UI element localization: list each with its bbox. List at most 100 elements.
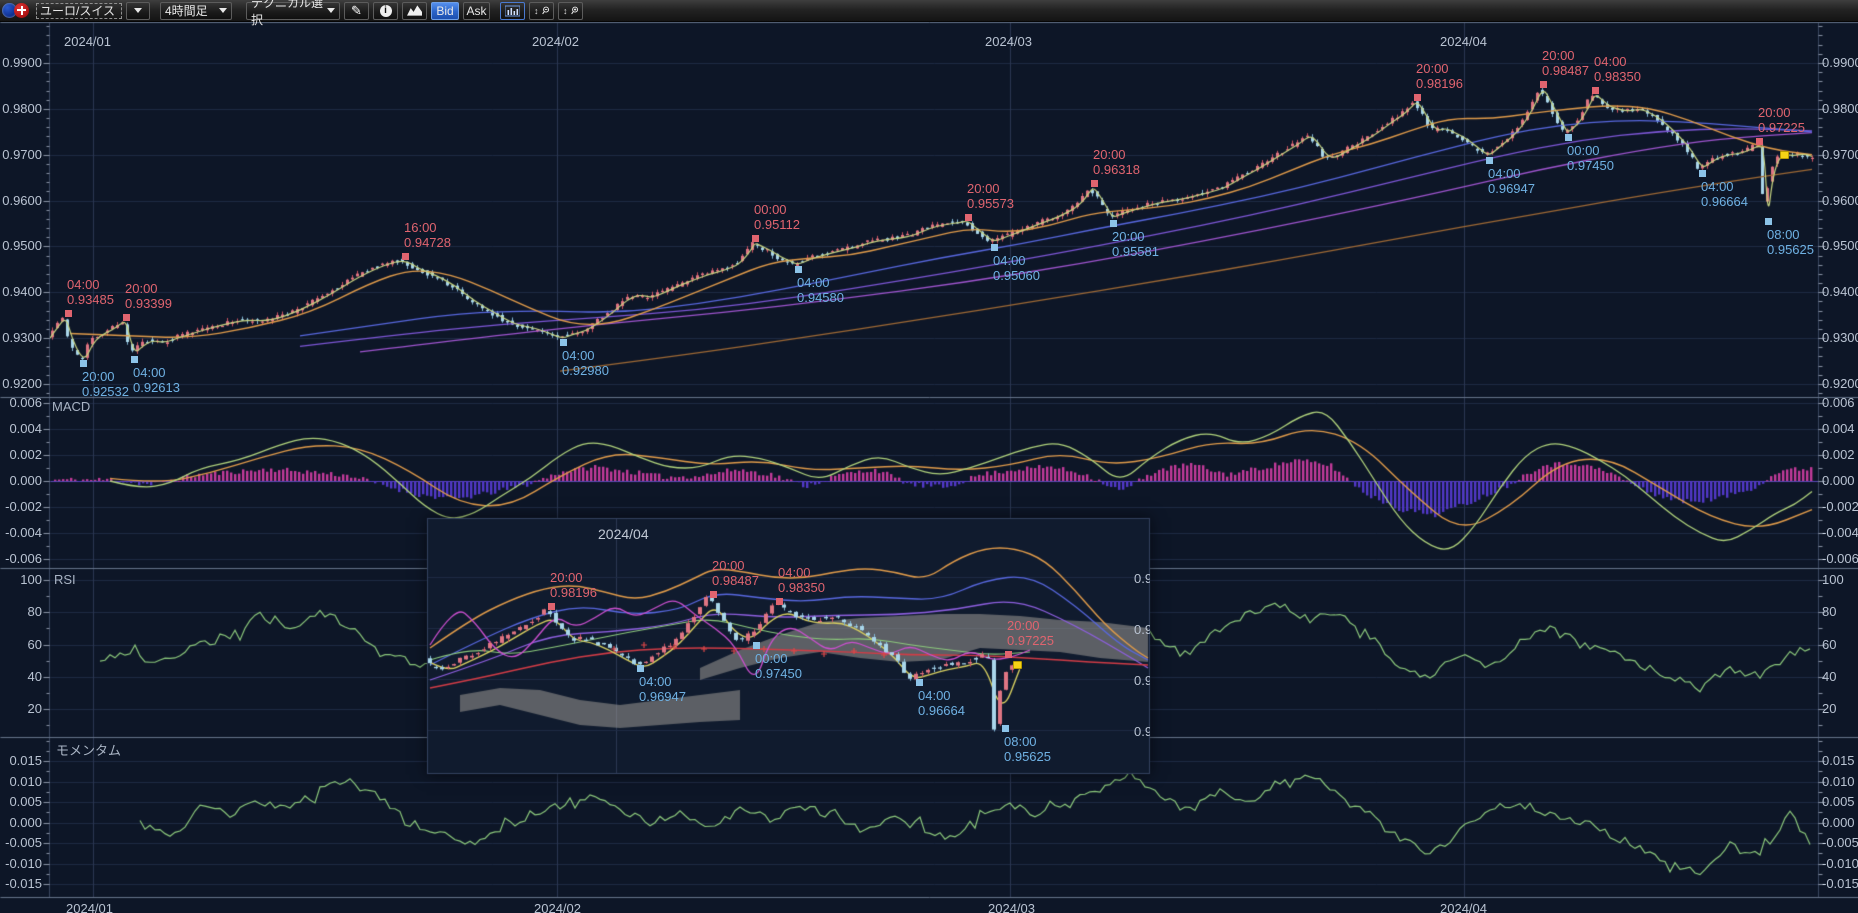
timeframe-label: 4時間足	[165, 4, 208, 18]
low-annotation: 04:00 0.96947	[1488, 166, 1535, 196]
histogram-toggle-button[interactable]	[500, 1, 525, 20]
main-axis-tick-right: 0.9300	[1822, 330, 1858, 346]
bid-button[interactable]: Bid	[431, 1, 459, 20]
annotation-price: 0.94728	[404, 234, 451, 250]
low-marker	[795, 265, 802, 273]
annotation-time: 04:00	[1488, 166, 1521, 182]
low-marker	[637, 665, 644, 672]
chart-type-button[interactable]	[402, 1, 427, 20]
technical-select-button[interactable]: テクニカル選択	[246, 0, 340, 27]
toolbar: ユーロ/スイス 4時間足 テクニカル選択 ✎ i Bid Ask	[0, 0, 1858, 27]
date-label-top: 2024/01	[64, 34, 111, 49]
macd-axis-tick-left: -0.006	[5, 551, 42, 566]
histogram-icon	[505, 5, 520, 16]
annotation-time: 00:00	[755, 651, 788, 666]
low-annotation: 04:00 0.96664	[1701, 179, 1748, 209]
high-marker	[65, 309, 72, 317]
main-axis-tick-left: 0.9800	[2, 100, 42, 116]
annotation-time: 20:00	[1093, 146, 1126, 162]
annotation-price: 0.97450	[1567, 158, 1614, 174]
macd-axis-tick-left: -0.004	[5, 525, 42, 540]
currency-pair-dropdown-button[interactable]	[126, 1, 150, 20]
annotation-price: 0.96664	[918, 703, 965, 718]
annotation-time: 04:00	[562, 348, 595, 364]
low-annotation: 04:00 0.96664	[918, 688, 965, 718]
annotation-price: 0.95625	[1004, 749, 1051, 764]
rsi-axis-tick-left: 20	[27, 701, 42, 716]
high-marker	[776, 598, 783, 605]
macd-axis-tick-right: -0.002	[1822, 499, 1858, 514]
main-axis-tick-right: 0.9600	[1822, 192, 1858, 208]
low-marker	[131, 355, 138, 363]
momentum-axis-tick-left: -0.015	[5, 876, 42, 891]
high-marker	[123, 313, 130, 321]
popup-axis-fragment: 0.9	[1134, 673, 1150, 688]
annotation-time: 04:00	[918, 688, 951, 703]
high-annotation: 20:00 0.97225	[1758, 105, 1805, 135]
low-marker	[1002, 725, 1009, 732]
zoom-in-icon	[570, 6, 578, 15]
high-marker	[1592, 86, 1599, 94]
high-marker	[548, 603, 555, 610]
low-marker	[1565, 134, 1572, 142]
annotation-price: 0.93485	[67, 291, 114, 307]
rsi-axis-tick-left: 80	[27, 604, 42, 620]
main-axis-tick-right: 0.9900	[1822, 55, 1858, 70]
high-marker	[1414, 93, 1421, 101]
high-annotation: 16:00 0.94728	[404, 220, 451, 250]
low-marker	[1486, 157, 1493, 165]
rsi-panel-label: RSI	[54, 572, 76, 587]
currency-pair-select[interactable]: ユーロ/スイス	[36, 2, 122, 19]
date-label-bottom: 2024/02	[534, 901, 581, 913]
vertical-zoom-out-button[interactable]: ↕	[529, 1, 554, 20]
ask-button[interactable]: Ask	[463, 1, 490, 20]
annotation-time: 20:00	[1416, 60, 1449, 76]
main-axis-tick-left: 0.9200	[2, 376, 42, 391]
low-annotation: 04:00 0.92613	[133, 365, 180, 395]
annotation-time: 20:00	[550, 570, 583, 585]
date-label-top: 2024/04	[1440, 34, 1487, 49]
annotation-time: 16:00	[404, 219, 437, 235]
macd-axis-tick-right: 0.006	[1822, 395, 1855, 410]
currency-pair-flags	[2, 2, 32, 20]
draw-tool-button[interactable]: ✎	[344, 1, 369, 20]
annotation-price: 0.95581	[1112, 243, 1159, 259]
low-marker	[560, 339, 567, 347]
vertical-zoom-in-button[interactable]: ↕	[558, 1, 583, 20]
detail-popup-window[interactable]	[427, 518, 1150, 774]
info-button[interactable]: i	[373, 1, 398, 20]
annotation-time: 04:00	[1594, 53, 1627, 69]
macd-axis-tick-right: 0.004	[1822, 421, 1855, 436]
momentum-axis-tick-left: 0.015	[9, 753, 42, 768]
low-annotation: 20:00 0.92532	[82, 369, 129, 399]
annotation-price: 0.95573	[967, 196, 1014, 212]
date-label-bottom: 2024/03	[988, 901, 1035, 913]
annotation-price: 0.98196	[1416, 75, 1463, 91]
momentum-panel-label: モメンタム	[56, 743, 122, 758]
macd-axis-tick-right: 0.002	[1822, 447, 1855, 462]
annotation-price: 0.98350	[778, 580, 825, 595]
momentum-axis-tick-right: 0.005	[1822, 794, 1855, 809]
timeframe-select[interactable]: 4時間足	[160, 1, 232, 20]
zoom-out-icon	[541, 6, 549, 15]
momentum-axis-tick-right: -0.015	[1822, 876, 1858, 891]
date-label-top: 2024/03	[985, 34, 1032, 49]
high-marker	[1756, 138, 1763, 146]
rsi-axis-tick-left: 40	[27, 668, 42, 684]
low-annotation: 04:00 0.92980	[562, 348, 609, 378]
annotation-time: 20:00	[1758, 105, 1791, 121]
momentum-axis-tick-right: 0.000	[1822, 814, 1855, 830]
main-axis-tick-right: 0.9500	[1822, 238, 1858, 254]
chevron-down-icon	[327, 8, 335, 13]
current-price-marker	[1780, 151, 1789, 159]
ask-label: Ask	[466, 3, 487, 18]
annotation-time: 04:00	[993, 252, 1026, 268]
annotation-price: 0.95625	[1767, 241, 1814, 257]
annotation-price: 0.93399	[125, 295, 172, 311]
annotation-time: 00:00	[1567, 143, 1600, 159]
low-marker	[1110, 219, 1117, 227]
macd-axis-tick-right: -0.006	[1822, 551, 1858, 566]
annotation-price: 0.98487	[712, 573, 759, 588]
